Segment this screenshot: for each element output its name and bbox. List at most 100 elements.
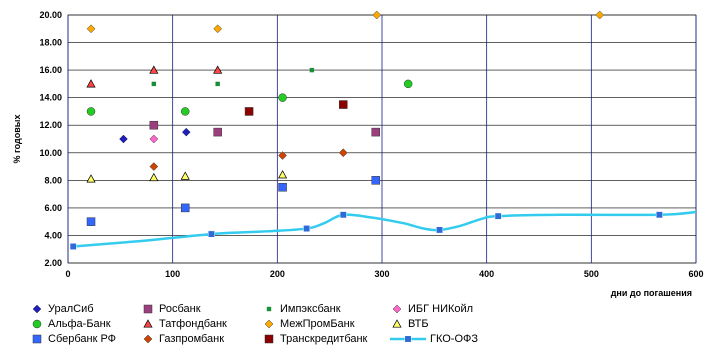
x-tick-label: 100 [165,269,180,279]
data-point [181,127,191,137]
data-point [403,79,413,89]
legend-marker [143,319,153,328]
y-tick-label: 2.00 [44,258,62,268]
data-point [149,162,159,171]
x-axis-title: дни до погашения [611,288,692,298]
legend-marker [143,334,153,344]
y-axis-title: % годовых [12,115,22,164]
legend-label: Газпромбанк [159,333,225,346]
series-line-gko-ofz [73,210,697,248]
legend-marker [392,304,402,314]
y-tick-label: 20.00 [39,10,62,20]
data-point [372,10,382,20]
legend-item: ИБГ НИКойл [390,302,473,316]
data-point [151,81,157,87]
x-tick-label: 500 [584,269,599,279]
data-point [149,134,159,144]
legend-label: ГКО-ОФЗ [430,333,479,346]
legend-label: МежПромБанк [280,318,355,331]
data-point [278,151,287,160]
data-point [277,170,288,179]
legend-marker [390,335,426,343]
y-tick-label: 8.00 [44,175,62,185]
data-point [494,212,502,220]
legend-item: Транскредитбанк [262,332,367,346]
data-point [86,217,96,226]
data-point [244,107,254,116]
data-point [595,10,605,20]
legend-item: УралСиб [30,302,94,316]
legend-item: Импэксбанк [262,302,341,316]
legend-item: ГКО-ОФЗ [390,332,478,346]
chart: 2.00 4.00 6.00 8.00 10.00 12.00 14.00 16.00 18.0… [12,10,704,298]
legend-item: МежПромБанк [262,317,355,331]
legend-item: Газпромбанк [141,332,224,346]
data-point [278,93,287,102]
legend-label: ВТБ [408,318,429,331]
data-point [86,79,96,88]
data-point [86,24,96,34]
data-point [338,148,348,158]
y-tick-label: 6.00 [44,203,62,213]
legend-marker [143,304,153,314]
data-point [339,211,347,219]
data-point [86,107,96,116]
legend-marker [264,334,274,344]
legend-label: Транскредитбанк [280,333,368,346]
legend-marker [392,319,402,328]
y-tick-label: 12.00 [39,120,62,130]
data-point [213,127,222,137]
legend-item: Сбербанк РФ [30,332,116,346]
x-tick-label: 600 [688,269,703,279]
data-point [69,243,77,250]
grid [67,14,697,264]
legend-marker [266,306,272,312]
legend-label: Сбербанк РФ [48,333,117,346]
data-point [303,225,311,233]
data-point [180,171,190,180]
x-tick-label: 200 [270,269,285,279]
y-tick-label: 16.00 [39,65,62,75]
legend-marker [32,334,42,344]
legend-label: Импэксбанк [280,303,341,316]
y-tick-label: 10.00 [39,148,62,158]
data-point [180,107,190,116]
legend-marker [32,304,42,314]
legend-label: Росбанк [159,303,201,316]
legend: УралСиб Росбанк Импэксбанк ИБГ НИКойл Альфа-… [30,302,690,360]
legend-item: Росбанк [141,302,201,316]
y-tick-label: 4.00 [44,230,62,240]
data-point [339,100,348,109]
data-point [436,226,444,234]
legend-marker [32,319,42,329]
data-point [371,127,380,137]
data-point [371,176,380,185]
x-tick-label: 400 [479,269,494,279]
legend-label: УралСиб [48,303,94,316]
data-point [215,81,220,87]
legend-item: ВТБ [390,317,429,331]
data-marks [69,10,663,250]
data-point [655,211,663,219]
legend-item: Татфондбанк [141,317,227,331]
data-point [207,230,215,238]
x-axis-ticks: 0 100 200 300 400 500 600 [65,269,703,279]
data-point [149,120,159,130]
x-tick-label: 0 [65,269,70,279]
data-point [213,24,223,34]
data-point [149,65,159,74]
data-point [309,67,315,73]
y-axis-ticks: 2.00 4.00 6.00 8.00 10.00 12.00 14.00 16.00 18.0… [39,10,62,268]
legend-label: ИБГ НИКойл [408,303,474,316]
data-point [213,65,223,74]
legend-label: Альфа-Банк [48,318,111,331]
data-point [149,172,159,182]
data-point [86,174,96,183]
y-tick-label: 18.00 [39,38,62,48]
legend-marker [264,319,274,329]
data-point [119,134,128,144]
legend-label: Татфондбанк [159,318,227,331]
data-point [180,203,190,213]
curve-layer [73,210,697,248]
data-point [278,182,287,192]
